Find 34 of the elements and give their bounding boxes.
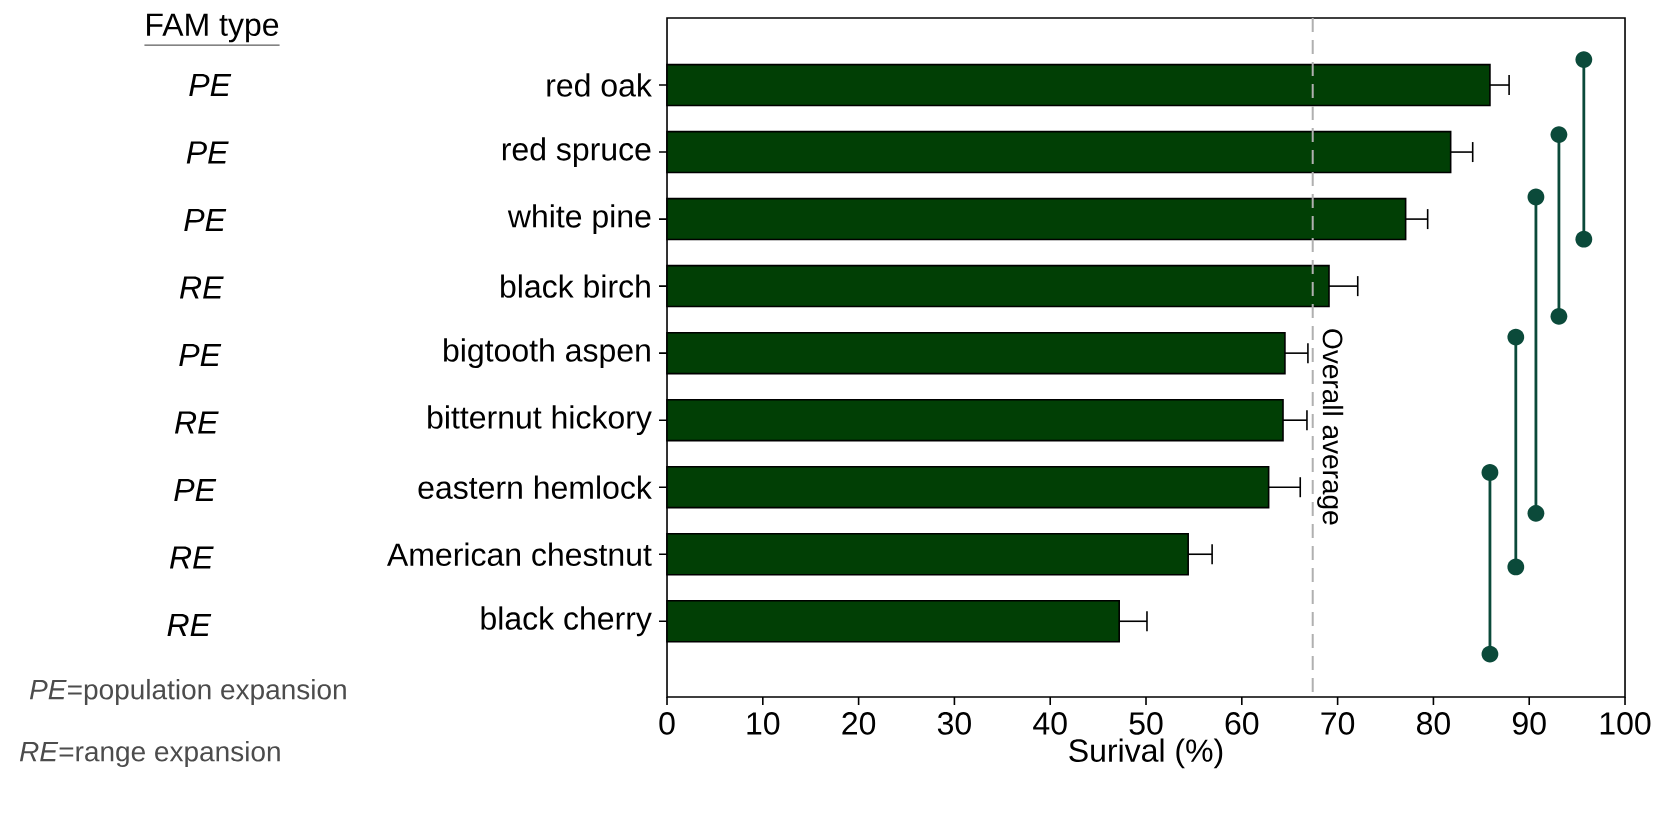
y-tick-label: black cherry [481, 606, 652, 637]
text: PE [179, 343, 222, 366]
y-tick-label: American chestnut [386, 542, 652, 566]
y-tick-label: bitternut hickory [428, 405, 652, 436]
y-tick-label: red oak [547, 73, 652, 97]
text: RE=range expansion [19, 740, 280, 768]
text: PE [184, 208, 227, 231]
text: PE=population expansion [29, 678, 346, 706]
x-tick-label: 10 [747, 712, 780, 735]
text: PE [189, 73, 232, 96]
x-tick-label: 70 [1321, 712, 1355, 735]
x-tick-label: 50 [1129, 712, 1163, 735]
x-tick-label: 0 [659, 712, 675, 735]
y-tick-label: bigtooth aspen [444, 338, 650, 369]
text: PE [174, 478, 217, 502]
y-tick-label: white pine [507, 204, 651, 235]
x-tick-label: 40 [1033, 712, 1067, 735]
x-tick-label: 80 [1417, 712, 1450, 735]
ref-line-label: Overall average [1317, 329, 1344, 525]
text: RE [179, 276, 224, 299]
text: RE [174, 411, 219, 434]
y-tick-label: black birch [501, 274, 650, 298]
y-tick-label: red spruce [502, 137, 651, 167]
text: RE [169, 546, 214, 569]
text: FAM type [147, 13, 279, 43]
x-tick-label: 20 [842, 712, 876, 735]
x-tick-label: 30 [937, 712, 971, 735]
x-tick-label: 100 [1600, 712, 1651, 735]
y-tick-label: eastern hemlock [418, 475, 652, 499]
x-tick-label: 60 [1225, 712, 1259, 735]
text: RE [167, 613, 212, 637]
x-axis-title: Surival (%) [1069, 738, 1223, 769]
x-tick-label: 90 [1512, 712, 1546, 735]
text: PE [186, 141, 229, 164]
